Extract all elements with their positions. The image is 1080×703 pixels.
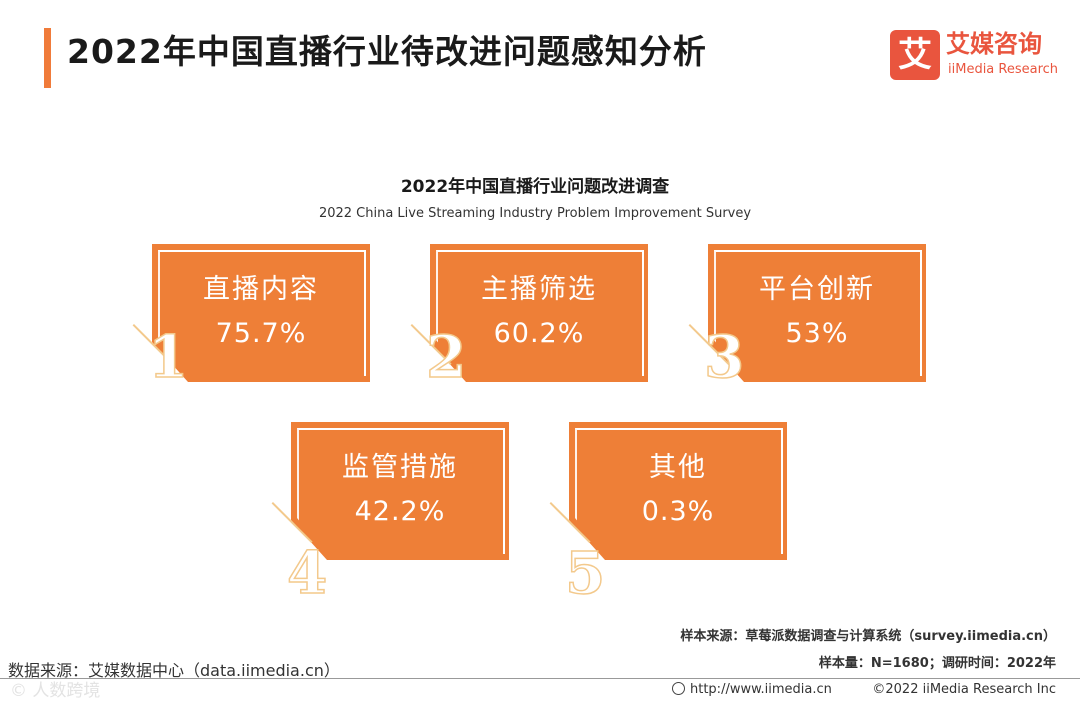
item-card-5: 其他 0.3% 5: [549, 422, 787, 605]
item-label: 其他: [649, 452, 707, 483]
survey-title-en: 2022 China Live Streaming Industry Probl…: [318, 206, 752, 221]
logo-icon: 艾: [890, 30, 940, 80]
footer-divider: [0, 678, 1080, 679]
rank-number: 5: [564, 539, 606, 607]
footer-copyright: ©2022 iiMedia Research Inc: [872, 682, 1056, 697]
item-value: 0.3%: [641, 496, 715, 527]
survey-title-cn: 2022年中国直播行业问题改进调查: [400, 177, 670, 197]
item-label: 平台创新: [759, 274, 875, 305]
rank-number: 1: [147, 323, 189, 391]
footer-url-link[interactable]: http://www.iimedia.cn: [672, 682, 832, 697]
item-card-3: 平台创新 53% 3: [688, 244, 926, 389]
item-card-1: 直播内容 75.7% 1: [132, 244, 370, 389]
title-accent-bar: [44, 28, 51, 88]
sample-size: 样本量：N=1680；调研时间：2022年: [818, 656, 1056, 671]
data-source: 数据来源：艾媒数据中心（data.iimedia.cn）: [8, 661, 340, 680]
logo-name-en: iiMedia Research: [948, 62, 1059, 77]
item-card-2: 主播筛选 60.2% 2: [410, 244, 648, 389]
rank-number: 3: [703, 323, 745, 391]
item-label: 监管措施: [342, 452, 458, 483]
sample-source: 样本来源：草莓派数据调查与计算系统（survey.iimedia.cn）: [680, 629, 1056, 644]
item-label: 直播内容: [203, 274, 319, 305]
item-label: 主播筛选: [481, 274, 597, 305]
item-value: 75.7%: [215, 318, 307, 349]
logo-name-cn: 艾媒咨询: [946, 30, 1042, 58]
item-value: 53%: [785, 318, 849, 349]
item-value: 42.2%: [354, 496, 446, 527]
brand-logo[interactable]: 艾 艾媒咨询 iiMedia Research: [890, 28, 1065, 82]
item-value: 60.2%: [493, 318, 585, 349]
rank-number: 2: [425, 323, 467, 391]
globe-icon: [672, 682, 685, 695]
watermark-text: © 人数跨境: [10, 681, 101, 701]
item-card-4: 监管措施 42.2% 4: [271, 422, 509, 605]
page-title: 2022年中国直播行业待改进问题感知分析: [67, 32, 707, 71]
footer-url-text[interactable]: http://www.iimedia.cn: [690, 682, 832, 697]
rank-number: 4: [286, 539, 328, 607]
